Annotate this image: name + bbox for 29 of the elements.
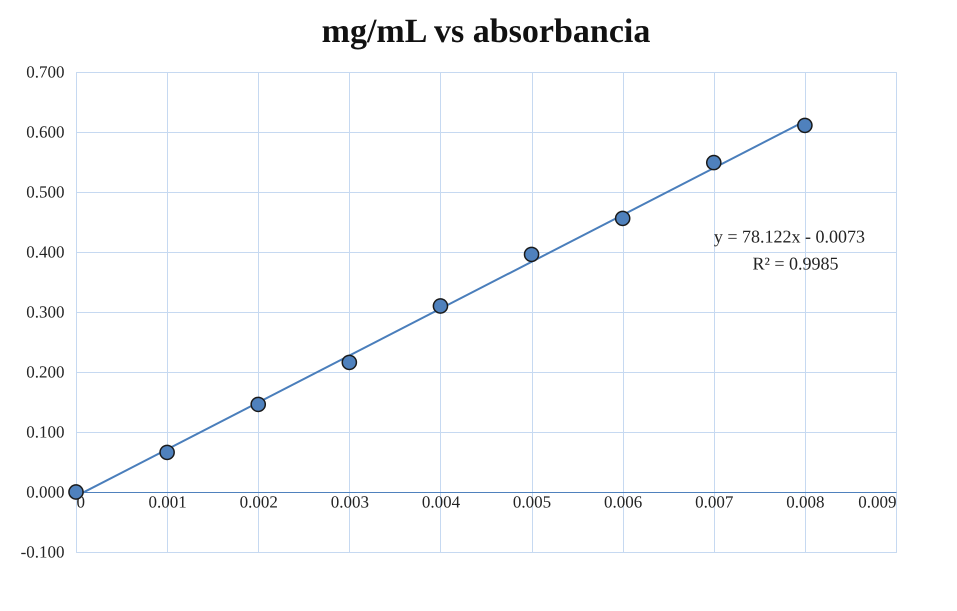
y-tick-label: 0.600	[26, 122, 64, 142]
y-tick-label: -0.100	[20, 542, 64, 562]
x-tick-label: 0.003	[330, 492, 369, 512]
y-tick-label: 0.200	[26, 362, 64, 382]
point	[432, 298, 448, 314]
point	[614, 210, 630, 226]
point	[342, 354, 358, 370]
point	[250, 396, 266, 412]
point	[524, 246, 540, 262]
y-tick-label: 0.000	[26, 482, 64, 502]
chart-title: mg/mL vs absorbancia	[322, 13, 650, 50]
x-tick-label: 0.004	[422, 492, 461, 512]
x-tick-label: 0.006	[604, 492, 642, 512]
y-tick-label: 0.300	[26, 302, 64, 322]
x-tick-label: 0.009	[858, 492, 896, 512]
x-tick-label: 0.002	[240, 492, 278, 512]
y-tick-label: 0.100	[26, 422, 64, 442]
x-tick-label: 0.007	[695, 492, 734, 512]
y-tick-label: 0.500	[26, 182, 64, 202]
y-tick-label: 0.700	[26, 62, 64, 82]
y-tick-label: 0.400	[26, 242, 64, 262]
annotation: R² = 0.9985	[752, 254, 839, 274]
x-tick-label: 0.008	[786, 492, 825, 512]
point	[797, 118, 813, 134]
x-tick-label: 0.005	[512, 492, 552, 512]
point	[159, 444, 175, 460]
point	[706, 154, 722, 170]
x-tick-label: 0.001	[148, 492, 187, 512]
annotation: y = 78.122x - 0.0073	[714, 226, 865, 247]
